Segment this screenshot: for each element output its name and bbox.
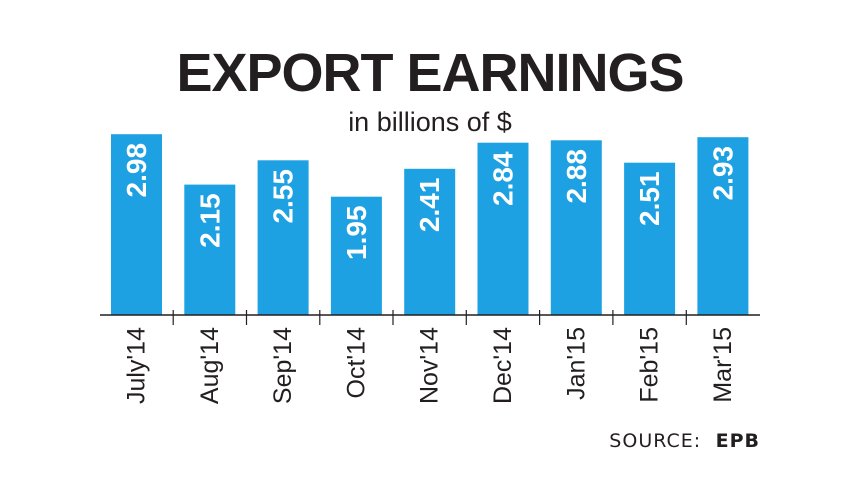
bar xyxy=(404,168,456,315)
bar-value-label: 2.84 xyxy=(488,151,519,206)
x-axis xyxy=(100,310,760,325)
chart-title: EXPORT EARNINGS xyxy=(176,43,683,103)
bar xyxy=(477,142,529,315)
x-tick-label: Dec'14 xyxy=(489,327,517,404)
x-tick-label: Nov'14 xyxy=(416,327,444,404)
bar xyxy=(550,140,602,315)
bar xyxy=(111,134,162,315)
bar-value-label: 2.15 xyxy=(194,193,225,248)
bar-value-label: 2.93 xyxy=(707,146,738,201)
bar-value-label: 1.95 xyxy=(341,205,372,260)
bar xyxy=(697,137,749,315)
bar-value-label: 2.51 xyxy=(634,171,665,226)
source-name: EPB xyxy=(716,430,760,452)
bar xyxy=(184,184,236,315)
chart-subtitle: in billions of $ xyxy=(348,107,512,137)
source-note: SOURCE: EPB xyxy=(609,430,760,452)
x-tick-label: Jan'15 xyxy=(562,327,590,400)
x-tick-label: Sep'14 xyxy=(269,327,297,404)
bar-value-label: 2.55 xyxy=(268,169,299,224)
source-prefix: SOURCE: xyxy=(609,430,701,452)
x-tick-labels: July'14 Aug'14 Sep'14 Oct'14 Nov'14 Dec'14 Jan… xyxy=(123,327,737,404)
x-tick-label: Mar'15 xyxy=(709,327,737,403)
bar-value-label: 2.41 xyxy=(414,178,445,233)
bar xyxy=(330,196,382,315)
x-tick-label: July'14 xyxy=(123,327,151,404)
x-tick-label: Oct'14 xyxy=(342,327,370,399)
bar-value-label: 2.98 xyxy=(121,143,152,198)
bar xyxy=(624,162,676,315)
x-tick-label: Feb'15 xyxy=(636,327,664,403)
x-tick-label: Aug'14 xyxy=(196,327,224,404)
bars-group: 2.98 2.15 2.55 1.95 2.41 2.84 2.88 2.51 2.93 xyxy=(111,134,749,315)
svg-text:SOURCE: EPB: SOURCE: EPB xyxy=(609,430,760,452)
bar xyxy=(257,160,309,315)
bar-value-label: 2.88 xyxy=(561,149,592,204)
